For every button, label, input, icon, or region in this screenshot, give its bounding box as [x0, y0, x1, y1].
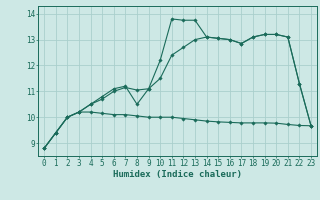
X-axis label: Humidex (Indice chaleur): Humidex (Indice chaleur)	[113, 170, 242, 179]
